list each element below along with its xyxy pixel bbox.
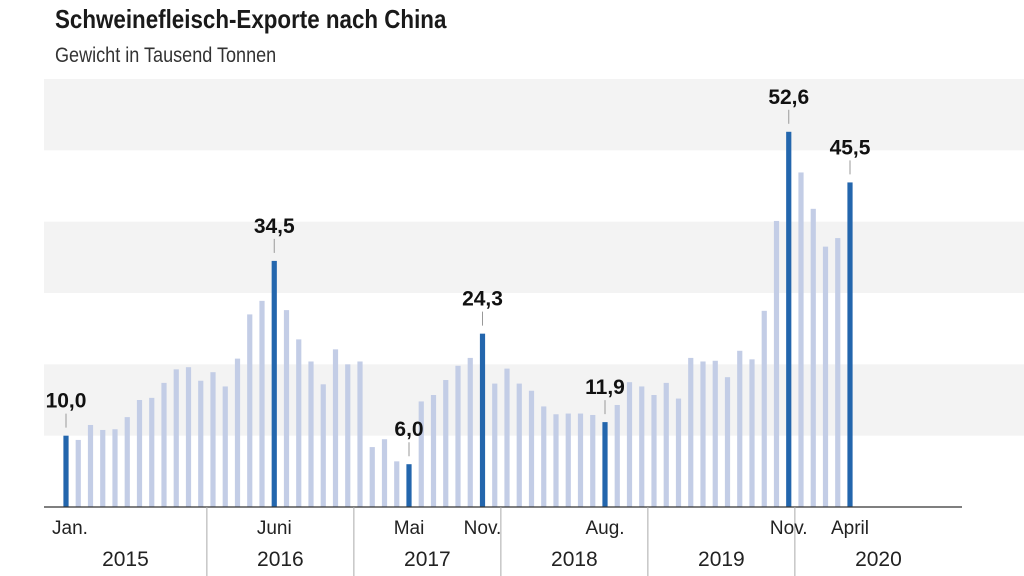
bar [614, 404, 620, 507]
value-label: 6,0 [394, 418, 423, 441]
month-tick-label: Nov. [464, 518, 502, 539]
bar-highlight [271, 260, 277, 507]
month-tick-label: Jan. [52, 518, 88, 539]
bar [100, 429, 106, 507]
chart-subtitle: Gewicht in Tausend Tonnen [55, 44, 277, 67]
bar-highlight [847, 182, 853, 507]
bar [577, 413, 584, 507]
year-label: 2015 [102, 548, 149, 571]
bar [737, 350, 743, 507]
value-label: 10,0 [46, 390, 87, 413]
value-label: 45,5 [830, 136, 871, 159]
bar [798, 172, 804, 507]
bar [516, 383, 522, 507]
bar [761, 310, 767, 507]
bar [418, 401, 424, 507]
bar [430, 395, 437, 507]
bar [381, 439, 388, 507]
bar [112, 429, 118, 507]
bar [234, 358, 241, 507]
bar [283, 310, 290, 507]
bar [149, 397, 155, 507]
bar [320, 384, 326, 507]
bar-highlight [63, 435, 69, 507]
bar [565, 413, 571, 507]
bar [308, 361, 314, 507]
year-label: 2020 [855, 548, 902, 571]
bar [810, 208, 816, 507]
x-axis: 2015 2016 2017 2018 2019 2020 Jan. Juni Mai Nov. A… [44, 506, 962, 576]
value-label: 11,9 [585, 376, 625, 399]
bar [394, 461, 400, 507]
bar [773, 220, 780, 507]
bar [651, 395, 657, 507]
bar-highlight [602, 422, 608, 507]
bar [136, 400, 143, 507]
bar [675, 398, 682, 507]
month-tick-label: Mai [394, 518, 425, 539]
bar-highlight [786, 131, 792, 508]
chart-title: Schweinefleisch-Exporte nach China [55, 4, 447, 34]
bar [345, 364, 351, 507]
bar [210, 372, 216, 507]
bar [443, 380, 449, 507]
year-label: 2019 [698, 548, 745, 571]
bar-highlight [406, 464, 412, 507]
bar [639, 386, 645, 507]
year-label: 2018 [551, 548, 598, 571]
bar [688, 357, 694, 507]
grid-band [44, 221, 1024, 293]
bar [541, 406, 547, 507]
bar [332, 349, 339, 507]
bar [296, 339, 302, 507]
bar-highlight [479, 333, 486, 507]
bar [712, 360, 718, 507]
bar [553, 414, 559, 507]
bar [75, 439, 81, 507]
month-tick-label: Nov. [770, 518, 808, 539]
year-label: 2016 [257, 548, 304, 571]
bar [504, 368, 510, 507]
month-tick-label: Juni [257, 518, 292, 539]
month-tick-label: Aug. [585, 518, 624, 539]
bar [467, 357, 473, 507]
bar [161, 382, 167, 507]
bar [369, 447, 375, 507]
bar [222, 386, 228, 507]
bar [835, 238, 841, 507]
value-labels-group: 10,0 34,5 6,0 24,3 11,9 52,6 45,5 [46, 86, 871, 457]
bar [357, 361, 363, 507]
bar [259, 300, 265, 507]
bar [455, 365, 461, 507]
bar [724, 377, 731, 507]
bar [492, 383, 498, 507]
month-tick-label: April [831, 518, 869, 539]
bar [173, 369, 179, 507]
bar [247, 314, 253, 507]
bar [590, 414, 596, 507]
grid-band [44, 79, 1024, 151]
bar [87, 424, 94, 507]
bars-group [63, 131, 853, 508]
bar [185, 367, 192, 507]
bar [822, 246, 829, 507]
bar [663, 382, 669, 507]
bar [124, 417, 130, 507]
year-label: 2017 [404, 548, 451, 571]
bar [528, 390, 535, 507]
bar [700, 361, 706, 507]
value-label: 24,3 [462, 288, 503, 311]
bar [749, 359, 755, 507]
bar [198, 380, 204, 507]
value-label: 52,6 [768, 86, 809, 109]
value-label: 34,5 [254, 215, 295, 238]
bar [626, 382, 633, 507]
